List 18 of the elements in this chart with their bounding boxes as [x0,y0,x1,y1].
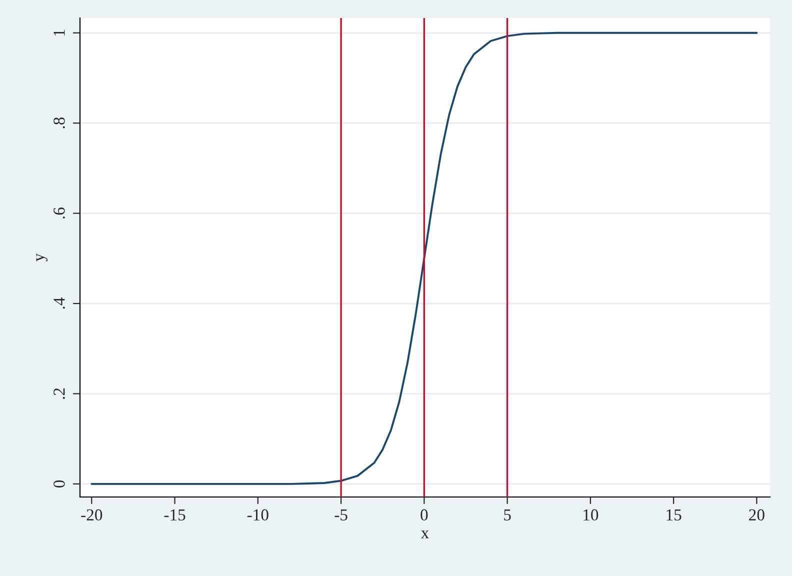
x-tick-label: 15 [666,509,682,521]
x-tick-label: 10 [584,509,598,521]
y-tick-label: .2 [54,388,65,399]
y-tick-label: .4 [54,298,65,309]
line-series [90,32,758,485]
y-axis-title: y [36,253,48,262]
x-tick-label: -5 [334,509,348,521]
y-tick-label: 1 [54,30,65,36]
y-tick-label: 0 [54,480,65,488]
x-tick-label: -15 [164,509,186,521]
x-tick-label: 5 [504,509,511,521]
y-tick-label: .8 [54,117,65,128]
x-tick-label: 20 [749,509,764,521]
x-tick-label: -10 [247,509,268,521]
x-tick-label: -20 [81,509,102,521]
x-tick-label: 0 [420,509,428,521]
y-tick-label: .6 [54,208,65,218]
x-axis-title: x [420,530,429,538]
